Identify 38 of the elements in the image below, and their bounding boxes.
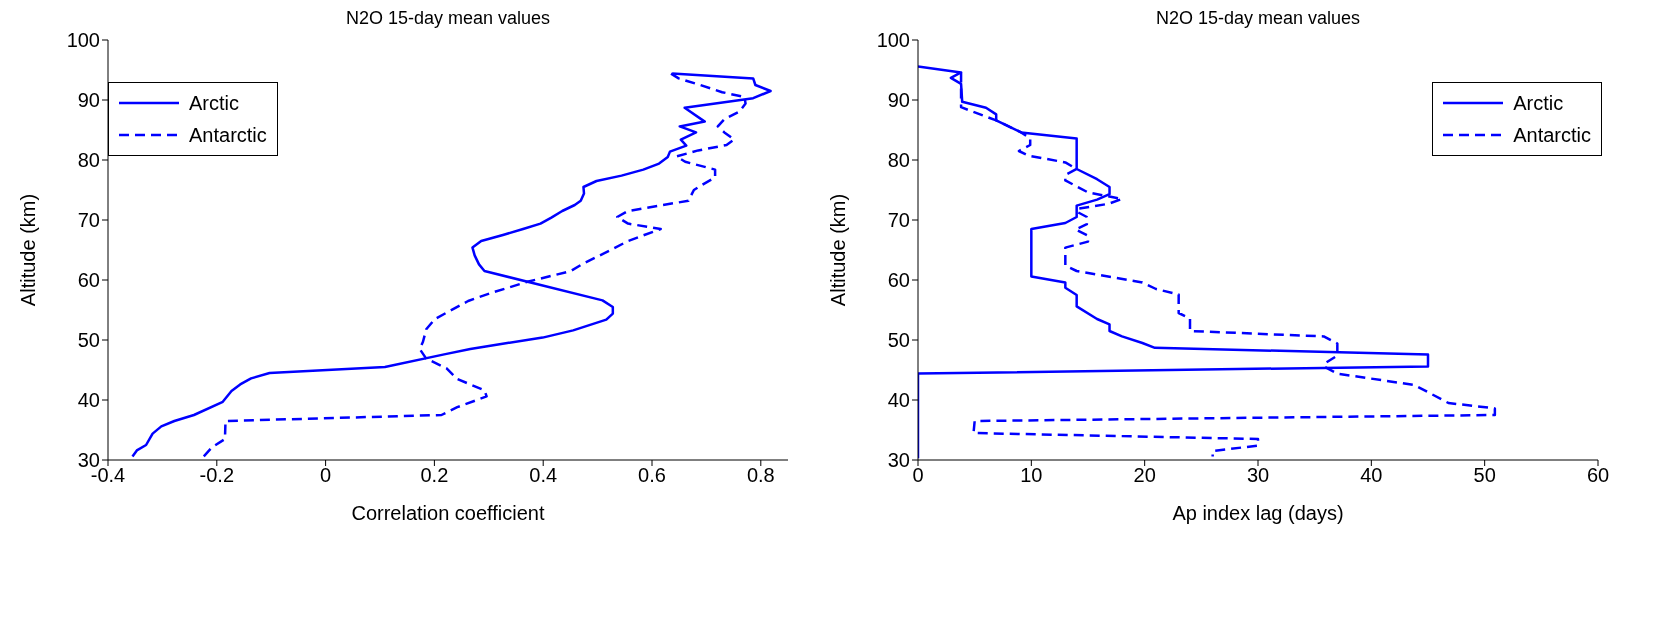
y-tick-label: 100 (876, 29, 910, 52)
legend-label: Arctic (189, 91, 239, 115)
x-tick-label: 50 (1473, 464, 1496, 487)
y-tick-label: 90 (77, 89, 100, 112)
x-tick-label: 0.8 (746, 464, 775, 487)
legend-label: Arctic (1513, 91, 1564, 115)
x-axis-title: Correlation coefficient (351, 502, 545, 524)
y-tick-label: 80 (887, 149, 910, 172)
y-axis-title: Altitude (km) (17, 193, 40, 307)
y-tick-label: 60 (77, 269, 100, 292)
y-tick-label: 60 (887, 269, 910, 292)
x-tick-label: 0.4 (529, 464, 558, 487)
x-tick-label: 30 (1246, 464, 1270, 487)
x-tick-label: 0.2 (420, 464, 449, 487)
x-tick-label: 0 (320, 464, 332, 487)
y-tick-label: 50 (77, 329, 100, 352)
chart-title: N2O 15-day mean values (344, 8, 552, 29)
y-tick-label: 70 (77, 209, 100, 232)
y-tick-label: 80 (77, 149, 100, 172)
x-tick-label: 0.6 (638, 464, 666, 487)
y-axis-title: Altitude (km) (827, 193, 850, 307)
x-tick-label: 0 (912, 464, 924, 487)
x-tick-label: 40 (1360, 464, 1383, 487)
legend-label: Antarctic (1513, 123, 1591, 147)
y-tick-label: 70 (887, 209, 910, 232)
x-tick-label: 60 (1586, 464, 1610, 487)
legend-label: Antarctic (189, 123, 267, 147)
x-axis-title: Ap index lag (days) (1172, 502, 1344, 524)
x-tick-label: -0.2 (199, 464, 235, 487)
y-tick-label: 50 (887, 329, 910, 352)
y-tick-label: 90 (887, 89, 910, 112)
chart-title: N2O 15-day mean values (1154, 8, 1362, 29)
y-tick-label: 40 (887, 389, 910, 412)
y-tick-label: 100 (66, 29, 100, 52)
y-tick-label: 40 (77, 389, 100, 412)
x-tick-label: 20 (1133, 464, 1156, 487)
x-tick-label: 10 (1020, 464, 1043, 487)
y-tick-label: 30 (887, 449, 910, 472)
